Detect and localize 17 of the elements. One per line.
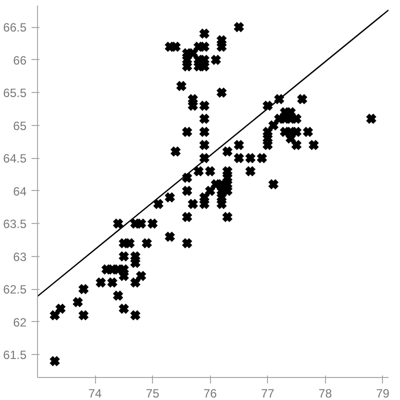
y-tick-label: 62.5	[3, 282, 27, 297]
y-tick-label: 65.5	[3, 86, 27, 100]
y-tick-label: 64.5	[3, 152, 27, 166]
x-tick-label: 78	[318, 386, 332, 400]
y-tick-label: 63	[13, 250, 27, 264]
x-tick-label: 75	[146, 386, 160, 400]
y-tick-label: 64	[13, 184, 27, 198]
x-tick-label: 76	[203, 386, 218, 400]
y-tick-label: 62	[13, 315, 27, 330]
x-tick-label: 79	[376, 386, 390, 400]
y-tick-label: 66.5	[3, 20, 27, 35]
y-tick-label: 61.5	[3, 348, 27, 362]
x-tick-label: 74	[88, 386, 102, 400]
y-tick-label: 66	[13, 53, 27, 68]
y-tick-label: 63.5	[3, 217, 27, 232]
y-tick-label: 65	[13, 118, 27, 133]
x-tick-label: 77	[260, 386, 275, 400]
